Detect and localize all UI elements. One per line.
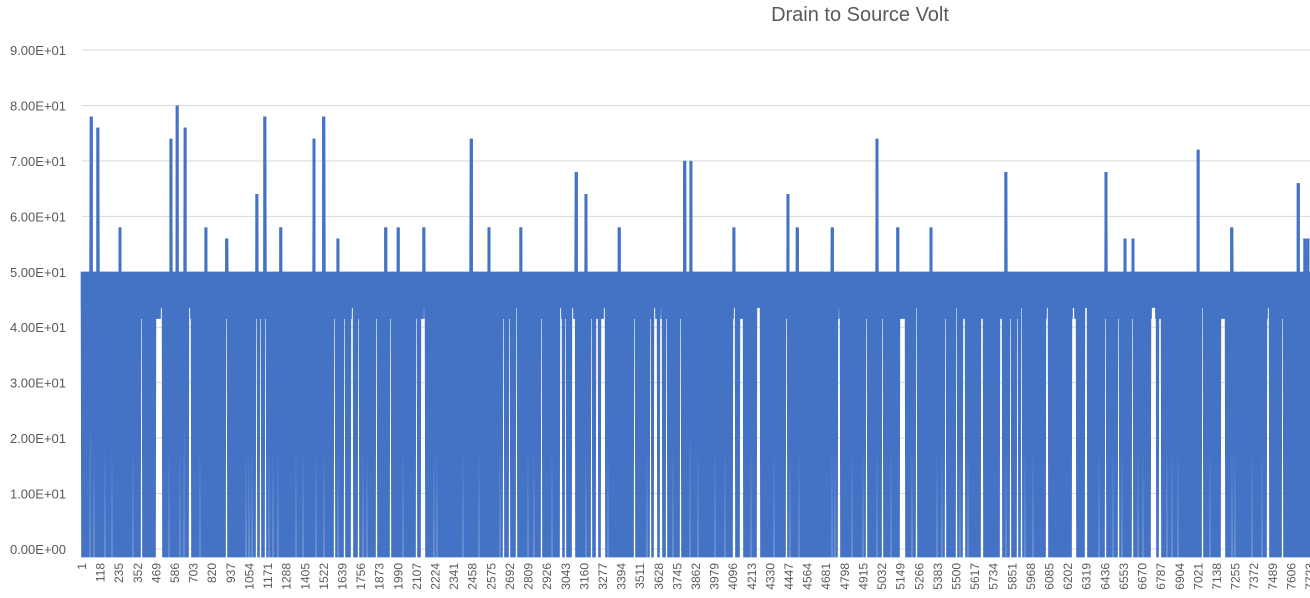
x-tick-label: 4213 xyxy=(745,563,759,590)
y-tick-label: 7.00E+01 xyxy=(10,154,66,169)
y-tick-label: 8.00E+01 xyxy=(10,98,66,113)
y-tick-label: 0.00E+00 xyxy=(10,542,66,557)
x-tick-label: 5149 xyxy=(894,563,908,590)
x-tick-label: 4330 xyxy=(763,563,777,590)
x-tick-label: 3394 xyxy=(615,563,629,590)
x-tick-label: 5968 xyxy=(1024,563,1038,590)
y-tick-label: 3.00E+01 xyxy=(10,376,66,391)
x-tick-label: 2107 xyxy=(410,563,424,590)
x-tick-label: 2809 xyxy=(522,563,536,590)
x-tick-label: 352 xyxy=(131,563,145,583)
x-tick-label: 2341 xyxy=(447,563,461,590)
x-tick-label: 5383 xyxy=(931,563,945,590)
x-tick-label: 1054 xyxy=(242,563,256,590)
x-tick-label: 2575 xyxy=(484,563,498,590)
x-tick-label: 7606 xyxy=(1284,563,1298,590)
x-tick-label: 2692 xyxy=(503,563,517,590)
x-tick-label: 5266 xyxy=(912,563,926,590)
x-tick-label: 3862 xyxy=(689,563,703,590)
x-tick-label: 4915 xyxy=(856,563,870,590)
x-tick-label: 4681 xyxy=(819,563,833,590)
x-tick-label: 6904 xyxy=(1173,563,1187,590)
x-tick-label: 2458 xyxy=(466,563,480,590)
x-tick-label: 7255 xyxy=(1229,563,1243,590)
x-tick-label: 586 xyxy=(168,563,182,583)
x-tick-label: 469 xyxy=(149,563,163,583)
x-tick-label: 937 xyxy=(224,563,238,583)
x-tick-label: 235 xyxy=(112,563,126,583)
y-tick-label: 4.00E+01 xyxy=(10,320,66,335)
x-tick-label: 1873 xyxy=(373,563,387,590)
x-tick-label: 118 xyxy=(94,563,108,582)
x-tick-label: 5500 xyxy=(949,563,963,590)
x-tick-label: 1288 xyxy=(280,563,294,590)
y-tick-label: 9.00E+01 xyxy=(10,43,66,58)
x-tick-label: 1522 xyxy=(317,563,331,590)
x-tick-label: 5032 xyxy=(875,563,889,590)
x-tick-label: 6202 xyxy=(1061,563,1075,590)
x-tick-label: 703 xyxy=(187,563,201,583)
x-tick-label: 2926 xyxy=(540,563,554,590)
y-tick-label: 1.00E+01 xyxy=(10,487,66,502)
x-tick-label: 4447 xyxy=(782,563,796,590)
x-tick-label: 7372 xyxy=(1247,563,1261,590)
y-tick-label: 2.00E+01 xyxy=(10,431,66,446)
x-tick-label: 1171 xyxy=(261,563,275,589)
y-tick-label: 5.00E+01 xyxy=(10,265,66,280)
x-tick-label: 3979 xyxy=(708,563,722,590)
x-tick-label: 6085 xyxy=(1043,563,1057,590)
x-tick-label: 5617 xyxy=(968,563,982,590)
x-tick-label: 3511 xyxy=(633,563,647,589)
chart-title: Drain to Source Volt xyxy=(771,4,949,26)
x-tick-label: 7138 xyxy=(1210,563,1224,590)
x-tick-label: 5851 xyxy=(1005,563,1019,590)
x-tick-label: 7489 xyxy=(1266,563,1280,590)
x-tick-label: 6670 xyxy=(1136,563,1150,590)
x-tick-label: 7723 xyxy=(1303,563,1310,590)
x-tick-label: 3628 xyxy=(652,563,666,590)
x-tick-label: 1639 xyxy=(335,563,349,590)
x-tick-label: 6787 xyxy=(1154,563,1168,590)
x-tick-label: 4564 xyxy=(801,563,815,590)
y-tick-label: 6.00E+01 xyxy=(10,209,66,224)
x-tick-label: 2224 xyxy=(429,563,443,590)
x-tick-label: 6319 xyxy=(1080,563,1094,590)
x-tick-label: 3745 xyxy=(670,563,684,590)
x-tick-label: 4096 xyxy=(726,563,740,590)
x-tick-label: 7021 xyxy=(1191,563,1205,590)
x-tick-label: 4798 xyxy=(838,563,852,590)
x-tick-label: 1 xyxy=(75,563,89,570)
x-tick-label: 5734 xyxy=(987,563,1001,590)
x-tick-label: 1405 xyxy=(298,563,312,590)
x-tick-label: 3160 xyxy=(577,563,591,590)
x-tick-label: 820 xyxy=(205,563,219,583)
x-tick-label: 6436 xyxy=(1098,563,1112,590)
x-tick-label: 3277 xyxy=(596,563,610,590)
x-tick-label: 6553 xyxy=(1117,563,1131,590)
x-tick-label: 3043 xyxy=(559,563,573,590)
x-tick-label: 1990 xyxy=(391,563,405,590)
x-tick-label: 1756 xyxy=(354,563,368,590)
